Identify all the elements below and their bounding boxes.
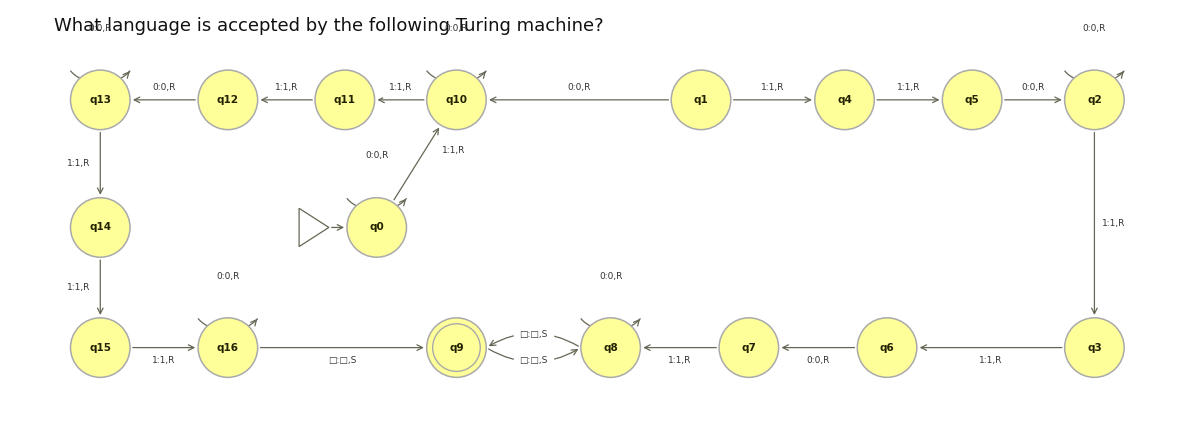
Circle shape [815,70,875,129]
Circle shape [857,318,917,377]
Text: q4: q4 [838,95,852,105]
Circle shape [347,198,407,257]
Text: What language is accepted by the following Turing machine?: What language is accepted by the followi… [54,16,604,35]
Text: 1:1,R: 1:1,R [67,283,91,292]
Circle shape [71,198,130,257]
Text: 0:0,R: 0:0,R [445,24,468,33]
Circle shape [719,318,779,377]
Text: 0:0,R: 0:0,R [599,272,623,280]
Circle shape [198,70,258,129]
Text: q0: q0 [370,222,384,233]
Circle shape [671,70,731,129]
Text: 1:1,R: 1:1,R [389,82,413,92]
Circle shape [427,318,486,377]
Text: 0:0,R: 0:0,R [806,356,829,365]
Text: q11: q11 [334,95,356,105]
Circle shape [942,70,1002,129]
Text: q10: q10 [445,95,468,105]
Circle shape [581,318,641,377]
Circle shape [198,318,258,377]
Text: 1:1,R: 1:1,R [442,146,466,155]
Text: 0:0,R: 0:0,R [216,272,240,280]
Text: 0:0,R: 0:0,R [89,24,112,33]
Text: q13: q13 [89,95,112,105]
Circle shape [1064,318,1124,377]
Circle shape [1064,70,1124,129]
Text: q3: q3 [1087,343,1102,353]
Text: 0:0,R: 0:0,R [152,82,175,92]
Text: 1:1,R: 1:1,R [979,356,1002,365]
Text: 1:1,R: 1:1,R [668,356,691,365]
Text: q12: q12 [217,95,239,105]
Text: □:□,S: □:□,S [520,330,547,339]
Text: q5: q5 [965,95,979,105]
Text: □:□,S: □:□,S [520,356,547,365]
Text: q9: q9 [449,343,463,353]
Circle shape [71,70,130,129]
Text: q14: q14 [89,222,112,233]
Text: 0:0,R: 0:0,R [365,151,389,160]
Text: 1:1,R: 1:1,R [761,82,785,92]
Text: q16: q16 [217,343,239,353]
Text: 0:0,R: 0:0,R [568,82,590,92]
Circle shape [427,70,486,129]
Text: q15: q15 [89,343,112,353]
Text: q8: q8 [604,343,618,353]
Text: 1:1,R: 1:1,R [67,159,91,168]
Circle shape [316,70,374,129]
Text: q1: q1 [694,95,708,105]
Circle shape [71,318,130,377]
Text: 1:1,R: 1:1,R [152,356,175,365]
Text: 0:0,R: 0:0,R [1082,24,1106,33]
Text: q7: q7 [742,343,756,353]
Text: q6: q6 [880,343,894,353]
Text: 1:1,R: 1:1,R [896,82,920,92]
Text: 0:0,R: 0:0,R [1021,82,1045,92]
Text: 1:1,R: 1:1,R [275,82,298,92]
Text: □:□,S: □:□,S [328,356,356,365]
Text: 1:1,R: 1:1,R [1102,219,1126,228]
Text: q2: q2 [1087,95,1102,105]
